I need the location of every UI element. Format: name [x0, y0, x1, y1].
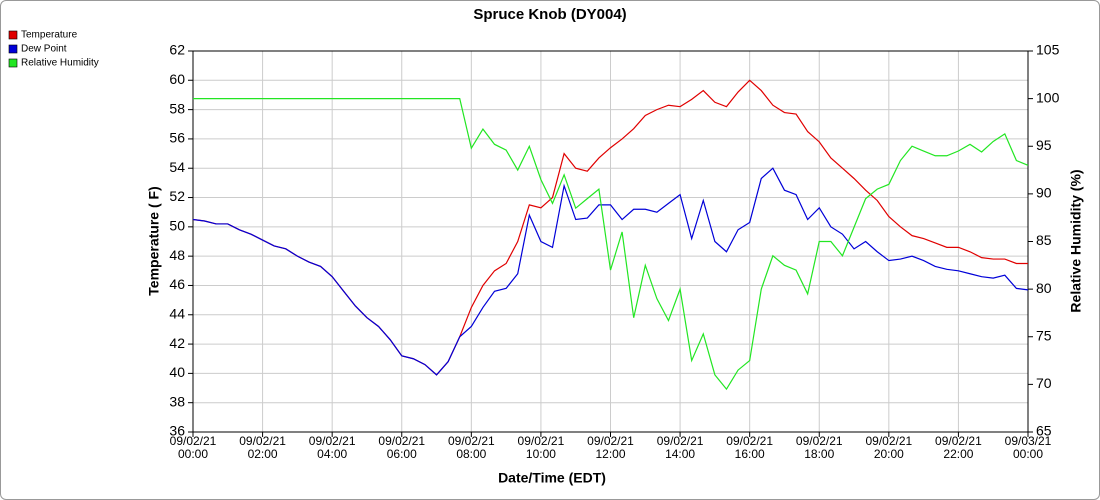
y2-tick-label: 65: [1036, 423, 1052, 439]
series-line: [192, 167, 1029, 376]
y-tick-label: 60: [169, 71, 185, 87]
x-tick-label: 09/02/21 18:00: [795, 434, 843, 461]
x-tick-label: 09/03/21 00:00: [1004, 434, 1052, 461]
y-tick-label: 48: [169, 247, 185, 263]
x-axis-label: Date/Time (EDT): [498, 470, 606, 486]
y2-tick-label: 70: [1036, 375, 1052, 391]
x-tick-label: 09/02/21 06:00: [378, 434, 426, 461]
x-tick-label: 09/02/21 20:00: [865, 434, 913, 461]
x-tick-label: 09/02/21 16:00: [726, 434, 774, 461]
y-tick-label: 56: [169, 130, 185, 146]
legend-label: Temperature: [21, 30, 78, 41]
y-tick-label: 62: [169, 42, 185, 58]
y-axis-label: Temperature ( F): [146, 186, 162, 295]
series-line: [193, 98, 1029, 391]
y-tick-label: 40: [169, 364, 185, 380]
y2-tick-label: 80: [1036, 280, 1052, 296]
x-tick-label: 09/02/21 10:00: [517, 434, 565, 461]
legend-swatch: [8, 44, 18, 54]
x-tick-label: 09/02/21 14:00: [656, 434, 704, 461]
y-tick-label: 36: [169, 423, 185, 439]
y-tick-label: 58: [169, 100, 185, 116]
y-tick-label: 52: [169, 188, 185, 204]
x-tick-label: 09/02/21 00:00: [169, 434, 217, 461]
y-tick-label: 38: [169, 393, 185, 409]
plot-border: [192, 50, 1029, 433]
y-tick-label: 44: [169, 305, 185, 321]
y-tick-label: 54: [169, 159, 185, 175]
y2-tick-label: 75: [1036, 327, 1052, 343]
x-tick-label: 09/02/21 12:00: [587, 434, 634, 461]
y2-tick-label: 95: [1036, 137, 1052, 153]
legend-swatch: [8, 58, 18, 68]
x-tick-label: 09/02/21 04:00: [308, 434, 356, 461]
y2-tick-label: 105: [1036, 42, 1060, 58]
chart-title: Spruce Knob (DY004): [473, 6, 626, 23]
y2-tick-label: 90: [1036, 185, 1052, 201]
y-tick-label: 46: [169, 276, 185, 292]
x-tick-label: 09/02/21 02:00: [239, 434, 286, 461]
x-tick-label: 09/02/21 08:00: [447, 434, 495, 461]
legend-swatch: [8, 30, 18, 40]
y2-tick-label: 100: [1036, 89, 1060, 105]
legend-label: Relative Humidity: [21, 58, 99, 69]
x-tick-label: 09/02/21 22:00: [935, 434, 982, 461]
legend-label: Dew Point: [21, 44, 67, 55]
y-tick-label: 42: [169, 335, 185, 351]
y2-axis-label: Relative Humidity (%): [1068, 169, 1084, 312]
y-tick-label: 50: [169, 218, 185, 234]
y2-tick-label: 85: [1036, 232, 1052, 248]
